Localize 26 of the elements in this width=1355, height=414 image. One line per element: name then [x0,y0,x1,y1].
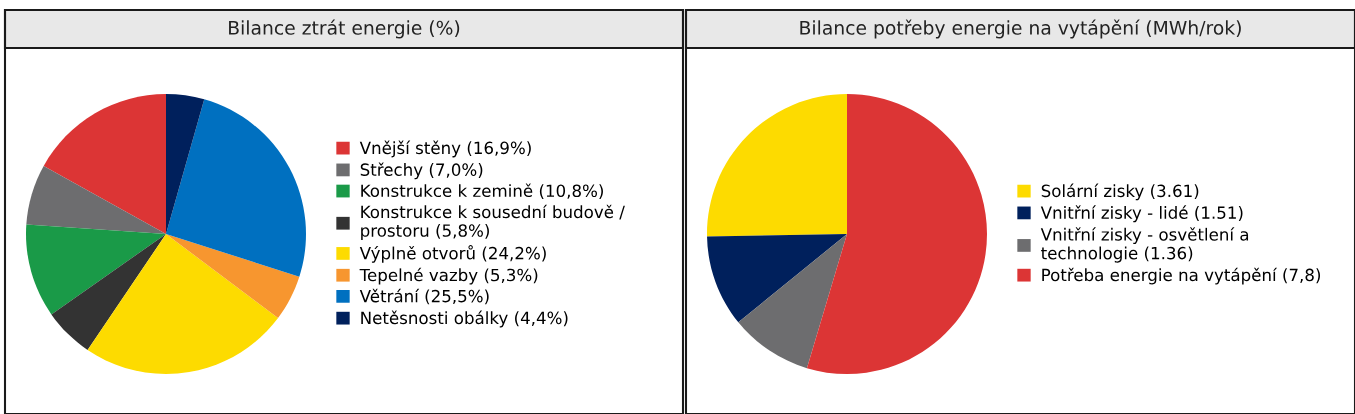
pie-slice [26,165,166,234]
pie-slice [26,224,166,315]
legend-label: Tepelné vazby (5,3%) [359,267,538,285]
legend-label: Vnější stěny (16,9%) [359,140,531,158]
chart-title: Bilance ztrát energie (%) [229,19,460,39]
legend-label: Konstrukce k sousední budově / prostoru (5,8%) [361,204,625,241]
legend-label: Vnitřní zisky - lidé (1.51) [1040,205,1243,223]
legend-label: Vnitřní zisky - osvětlení a technologie (1.36) [1040,227,1249,263]
pie-slice [806,94,987,374]
legend-label: Netěsnosti obálky (4,4%) [361,310,568,328]
legend-label: Potřeba energie na vytápění (7,8) [1042,267,1321,285]
pie-slice [707,234,847,323]
pie-slice [166,94,205,234]
legend-label: Solární zisky (3.61) [1041,183,1199,201]
pie-slice [166,234,300,318]
pie-slice [43,94,166,234]
pie-slice [87,234,279,374]
pie-slice [738,234,847,369]
legend-label: Větrání (25,5%) [359,288,489,305]
legend-label: Konstrukce k zemině (10,8%) [361,183,603,200]
pie-slice [166,99,306,277]
pie-slice [707,94,847,237]
pie-slice [51,234,166,350]
chart-title: Bilance potřeby energie na vytápění (MWh/rok) [800,19,1241,39]
legend-label: Výplně otvorů (24,2%) [359,245,546,263]
legend-label: Střechy (7,0%) [360,162,483,180]
